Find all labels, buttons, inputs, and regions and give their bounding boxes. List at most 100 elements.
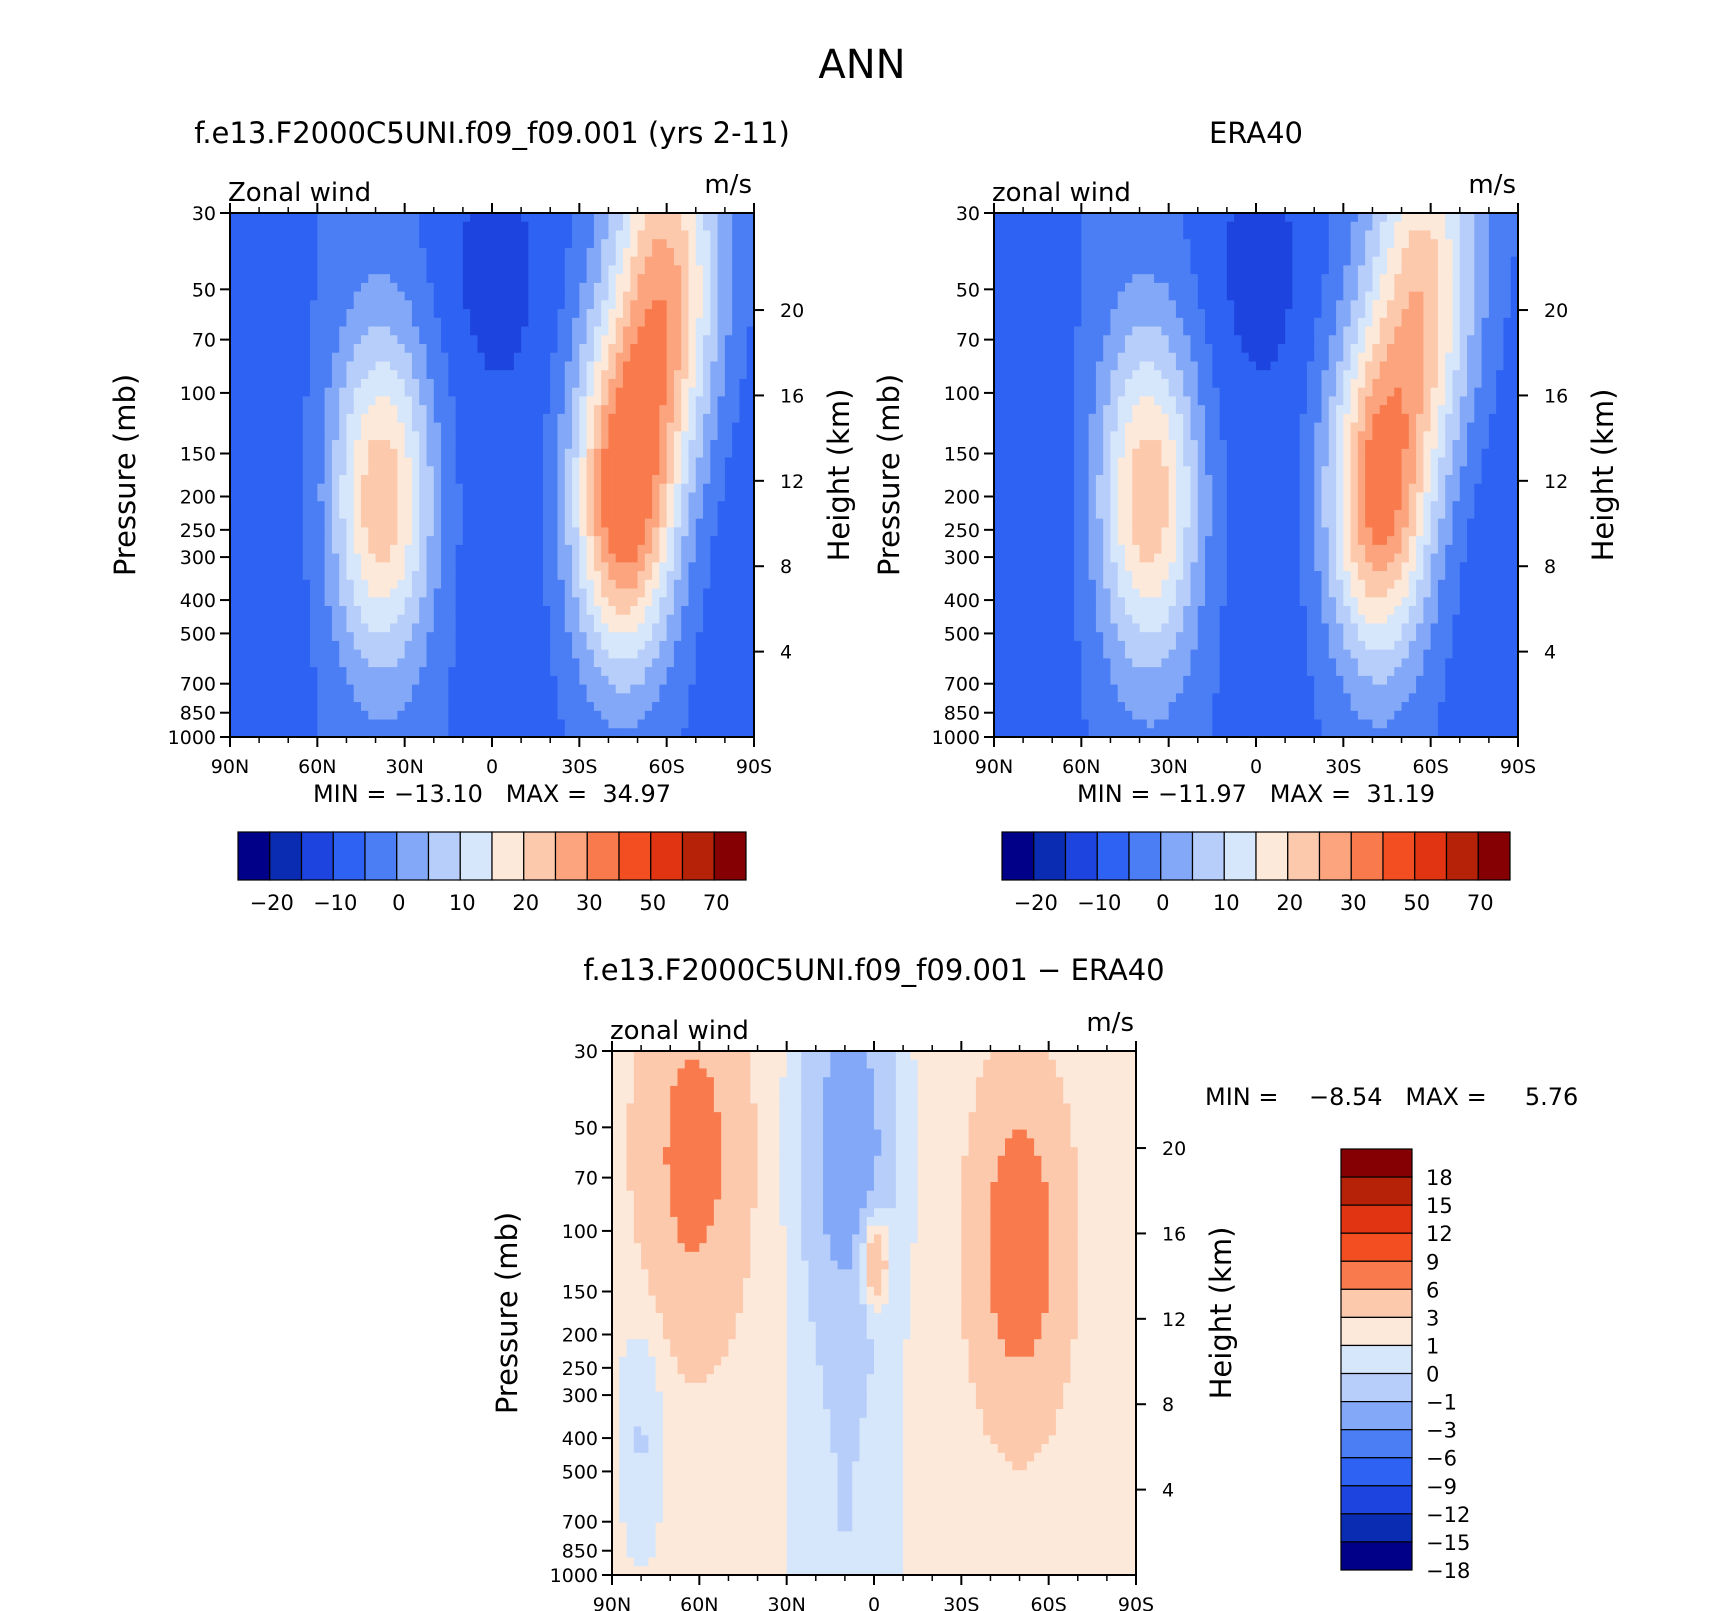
contour-cell — [368, 667, 377, 677]
contour-cell — [346, 265, 355, 275]
contour-cell — [1001, 675, 1010, 686]
contour-cell — [375, 562, 384, 572]
contour-cell — [310, 667, 318, 677]
contour-cell — [644, 492, 653, 502]
contour-cell — [499, 387, 508, 397]
contour-cell — [542, 597, 551, 607]
contour-cell — [390, 501, 398, 511]
contour-cell — [477, 501, 486, 511]
contour-cell — [506, 309, 515, 319]
contour-cell — [382, 422, 391, 432]
contour-cell — [681, 221, 690, 232]
contour-cell — [593, 536, 602, 546]
contour-cell — [601, 457, 610, 467]
contour-cell — [528, 658, 537, 668]
contour-cell — [615, 361, 624, 371]
contour-cell — [652, 536, 660, 546]
contour-cell — [1008, 413, 1017, 424]
contour-cell — [673, 632, 682, 642]
contour-cell — [484, 527, 493, 537]
contour-cell — [470, 431, 479, 441]
contour-cell — [615, 675, 624, 686]
contour-cell — [244, 649, 253, 659]
contour-cell — [477, 667, 486, 677]
contour-cell — [630, 562, 639, 572]
contour-cell — [302, 300, 311, 310]
colorbar-label: 70 — [703, 891, 730, 915]
contour-cell — [324, 413, 333, 424]
contour-cell — [404, 291, 413, 301]
contour-cell — [353, 344, 362, 354]
contour-cell — [1052, 606, 1061, 616]
contour-cell — [659, 317, 668, 328]
contour-cell — [601, 361, 610, 371]
contour-cell — [251, 274, 260, 284]
contour-cell — [499, 492, 508, 502]
contour-cell — [630, 527, 639, 537]
contour-cell — [492, 536, 500, 546]
contour-cell — [375, 501, 384, 511]
contour-cell — [259, 475, 267, 485]
contour-cell — [557, 658, 566, 668]
contour-cell — [244, 544, 253, 555]
contour-cell — [244, 684, 253, 694]
contour-cell — [746, 518, 755, 528]
contour-cell — [1008, 579, 1017, 590]
contour-cell — [732, 475, 741, 485]
contour-cell — [513, 684, 522, 694]
contour-cell — [470, 440, 479, 450]
contour-cell — [1023, 221, 1031, 232]
contour-cell — [521, 317, 529, 328]
height-tick-label: 20 — [780, 300, 804, 322]
contour-cell — [484, 658, 493, 668]
contour-cell — [419, 413, 428, 424]
contour-cell — [390, 326, 398, 336]
contour-cell — [237, 396, 246, 406]
contour-cell — [1030, 588, 1039, 598]
contour-cell — [673, 317, 682, 328]
contour-cell — [564, 413, 573, 424]
contour-cell — [994, 431, 1002, 441]
contour-cell — [601, 265, 610, 275]
contour-cell — [441, 475, 449, 485]
contour-cell — [615, 693, 624, 703]
contour-cell — [404, 501, 413, 511]
contour-cell — [637, 614, 646, 625]
contour-cell — [1037, 422, 1046, 432]
contour-cell — [433, 658, 442, 668]
contour-cell — [1008, 536, 1017, 546]
contour-cell — [732, 317, 741, 328]
contour-cell — [557, 230, 566, 240]
contour-cell — [499, 440, 508, 450]
contour-cell — [681, 623, 690, 633]
contour-cell — [506, 623, 515, 633]
contour-cell — [637, 448, 646, 459]
contour-cell — [506, 614, 515, 625]
contour-cell — [550, 579, 559, 590]
contour-cell — [644, 335, 653, 345]
contour-cell — [368, 623, 377, 633]
contour-cell — [251, 309, 260, 319]
contour-cell — [266, 553, 275, 563]
contour-cell — [353, 536, 362, 546]
contour-cell — [673, 413, 682, 424]
contour-cell — [339, 483, 348, 494]
contour-cell — [739, 370, 748, 380]
contour-cell — [353, 274, 362, 284]
contour-cell — [1037, 256, 1046, 266]
contour-cell — [746, 597, 755, 607]
contour-cell — [644, 370, 653, 380]
contour-cell — [739, 667, 748, 677]
contour-cell — [717, 239, 726, 249]
contour-cell — [688, 282, 697, 293]
contour-cell — [572, 658, 580, 668]
contour-cell — [237, 597, 246, 607]
contour-cell — [1052, 265, 1061, 275]
contour-cell — [637, 571, 646, 581]
contour-cell — [608, 317, 617, 328]
contour-cell — [317, 702, 326, 712]
contour-cell — [455, 405, 464, 415]
contour-cell — [470, 396, 479, 406]
contour-cell — [746, 509, 755, 520]
contour-cell — [506, 466, 515, 476]
